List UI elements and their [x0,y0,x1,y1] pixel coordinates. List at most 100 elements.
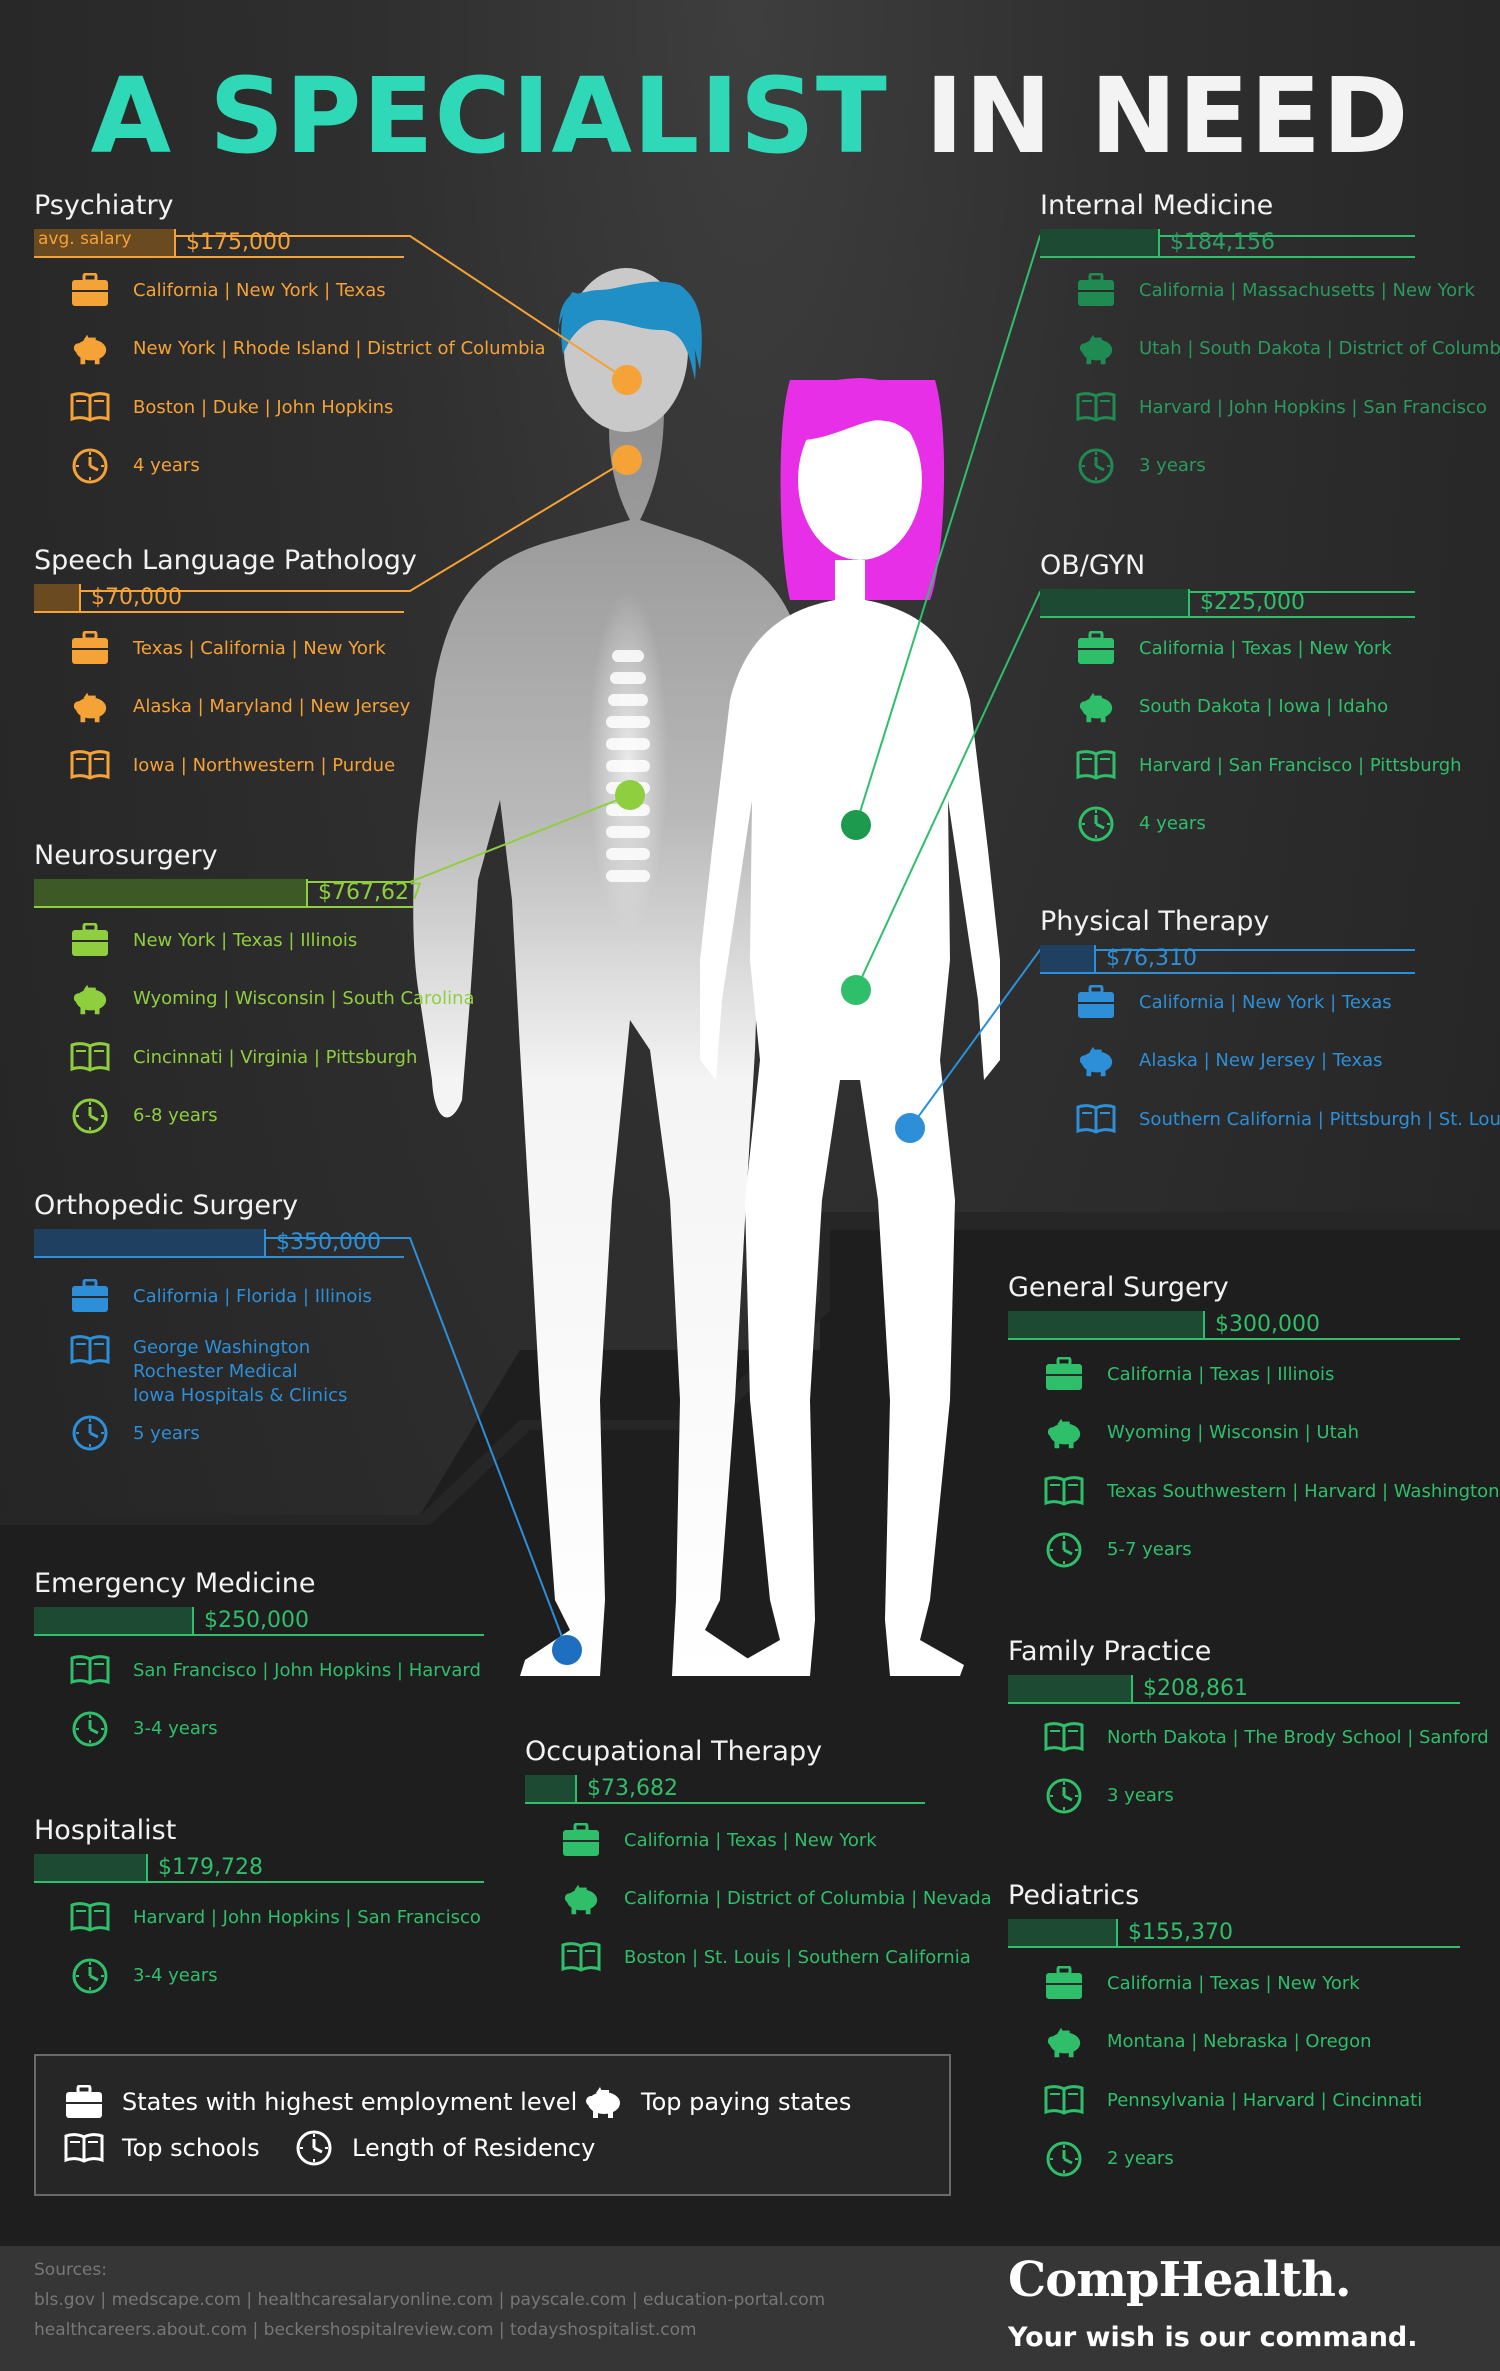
salary-bar-line [34,1881,484,1883]
section-title: General Surgery [1008,1272,1229,1303]
clock-icon [1044,2139,1084,2179]
section-orthopedic: Orthopedic Surgery $350,000 [34,1190,404,1258]
clock-icon [1044,1530,1084,1570]
section-item: Pennsylvania | Harvard | Cincinnati [1044,2080,1422,2120]
sources-line-2: healthcareers.about.com | beckershospita… [34,2320,697,2340]
briefcase-icon [1044,1963,1084,2003]
salary-bar-fill [1008,1311,1205,1340]
salary-bar-fill [34,879,308,908]
salary-bar-line [1008,1946,1460,1948]
book-icon [1044,1471,1084,1511]
clock-icon [1076,446,1116,486]
avg-salary-label: avg. salary [38,229,132,249]
book-icon [70,1330,110,1370]
section-occupational: Occupational Therapy $73,682 [525,1736,925,1804]
section-item: Wyoming | Wisconsin | South Carolina [70,979,475,1019]
salary-value: $70,000 [91,585,182,610]
section-item: Harvard | John Hopkins | San Francisco [70,1897,481,1937]
briefcase-icon [1076,628,1116,668]
section-item: Alaska | Maryland | New Jersey [70,687,410,727]
title-part-2: IN NEED [925,55,1410,177]
item-text: California | Florida | Illinois [133,1285,372,1307]
section-item: North Dakota | The Brody School | Sanfor… [1044,1717,1489,1757]
section-item: California | Texas | New York [561,1820,877,1860]
item-text: Montana | Nebraska | Oregon [1107,2031,1372,2052]
briefcase-icon [70,270,110,310]
piggy-bank-icon [1076,687,1116,727]
salary-bar-line [1008,1338,1460,1340]
salary-bar-line [34,1634,484,1636]
salary-bar: $73,682 [525,1775,925,1804]
item-text: Harvard | John Hopkins | San Francisco [133,1906,481,1928]
body-markers [552,365,925,1665]
item-text: 3 years [1139,455,1206,476]
section-item: 4 years [1076,804,1206,844]
book-icon [1076,745,1116,785]
briefcase-icon [62,2080,106,2124]
salary-value: $184,156 [1170,230,1275,255]
schools-list: George Washington Rochester Medical Iowa H… [133,1336,347,1408]
section-internal: Internal Medicine $184,156 [1040,190,1415,258]
salary-bar-line [34,611,404,613]
section-item: California | Florida | Illinois [70,1276,372,1316]
piggy-bank-icon [70,329,110,369]
book-icon [62,2126,106,2170]
salary-bar: $179,728 [34,1854,484,1883]
sources-label: Sources: [34,2260,107,2280]
section-item: Boston | St. Louis | Southern California [561,1937,971,1977]
clock-icon [70,1956,110,1996]
sources-line-1: bls.gov | medscape.com | healthcaresalar… [34,2290,826,2310]
section-title: Hospitalist [34,1815,177,1846]
legend-item-residency: Length of Residency [292,2126,595,2170]
salary-bar-line [34,1256,404,1258]
item-text: California | Texas | New York [1107,1972,1360,1994]
section-item: Iowa | Northwestern | Purdue [70,745,395,785]
school-name: George Washington [133,1337,311,1358]
salary-bar-fill [525,1775,577,1804]
salary-bar: $208,861 [1008,1675,1460,1704]
section-title: Family Practice [1008,1636,1212,1667]
clock-icon [70,1096,110,1136]
section-item: California | Texas | New York [1044,1963,1360,2003]
book-icon [1076,1099,1116,1139]
salary-bar-fill [1008,1675,1133,1704]
section-item: California | District of Columbia | Neva… [561,1879,992,1919]
legend-label: States with highest employment level [122,2088,578,2116]
section-title: Neurosurgery [34,840,218,871]
item-text: California | District of Columbia | Neva… [624,1888,992,1909]
piggy-bank-icon [561,1879,601,1919]
item-text: 5 years [133,1422,200,1444]
section-item: Cincinnati | Virginia | Pittsburgh [70,1037,417,1077]
item-text: California | Texas | New York [624,1829,877,1851]
item-text: California | Texas | Illinois [1107,1363,1335,1385]
book-icon [1044,1717,1084,1757]
briefcase-icon [1044,1354,1084,1394]
salary-value: $73,682 [587,1776,678,1801]
salary-bar-line [34,256,404,258]
item-text: San Francisco | John Hopkins | Harvard [133,1659,481,1681]
book-icon [70,745,110,785]
legend-item-schools: Top schools [62,2126,260,2170]
salary-bar-fill [34,1229,266,1258]
salary-bar-fill [34,1607,194,1636]
section-title: Orthopedic Surgery [34,1190,299,1221]
salary-value: $767,627 [318,880,423,905]
section-item: 4 years [70,446,200,486]
item-text: Texas | California | New York [133,637,386,659]
section-title: Occupational Therapy [525,1736,823,1767]
item-text: 3-4 years [133,1965,218,1986]
legend-item-paying: Top paying states [581,2080,851,2124]
piggy-bank-icon [1076,1041,1116,1081]
book-icon [70,1037,110,1077]
salary-bar-line [1040,256,1415,258]
briefcase-icon [70,1276,110,1316]
item-text: Wyoming | Wisconsin | Utah [1107,1422,1360,1443]
section-title: OB/GYN [1040,550,1146,581]
piggy-bank-icon [70,979,110,1019]
briefcase-icon [561,1820,601,1860]
section-general: General Surgery $300,000 [1008,1272,1460,1340]
item-text: New York | Rhode Island | District of Co… [133,338,546,359]
section-title: Physical Therapy [1040,906,1270,937]
salary-bar-fill [1040,945,1096,974]
item-text: Boston | Duke | John Hopkins [133,396,394,418]
